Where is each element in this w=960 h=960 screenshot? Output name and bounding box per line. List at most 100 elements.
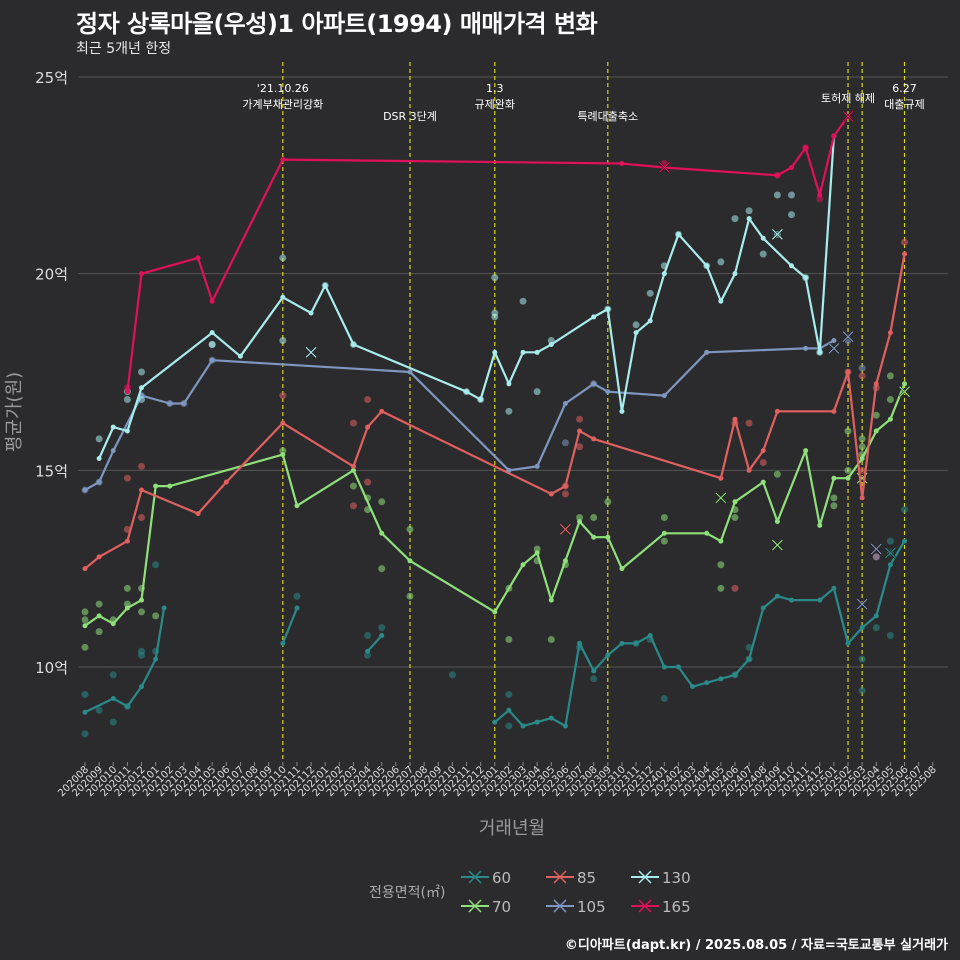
- legend-key-cross: [553, 870, 567, 884]
- line-point: [209, 357, 215, 363]
- line-point: [294, 605, 300, 611]
- line-point: [873, 613, 879, 619]
- line-point: [562, 483, 568, 489]
- line-point: [82, 566, 88, 572]
- line-point: [492, 349, 498, 355]
- y-tick-label: 15억: [35, 462, 68, 480]
- data-point: [717, 584, 725, 592]
- line-point: [577, 640, 583, 646]
- y-tick-label: 10억: [35, 659, 68, 677]
- line-point: [379, 633, 385, 639]
- data-point: [576, 514, 584, 522]
- event-label: '21.10.26: [257, 82, 309, 95]
- line-point: [902, 538, 908, 544]
- line-point: [322, 282, 328, 288]
- legend-label: 130: [662, 869, 691, 887]
- cross-marker: [771, 539, 783, 551]
- line-point: [139, 487, 145, 493]
- data-point: [576, 443, 584, 451]
- line-point: [633, 330, 639, 336]
- data-point: [731, 584, 739, 592]
- data-point: [279, 254, 287, 262]
- line-point: [534, 463, 540, 469]
- cross-marker: [842, 110, 854, 122]
- data-point: [378, 498, 386, 506]
- legend-label: 165: [662, 898, 691, 916]
- data-point: [505, 407, 513, 415]
- line-point: [675, 231, 681, 237]
- line-point: [520, 349, 526, 355]
- data-point: [448, 671, 456, 679]
- line-point: [661, 393, 667, 399]
- line-point: [619, 566, 625, 572]
- data-point: [81, 616, 89, 624]
- line-point: [760, 235, 766, 241]
- event-label: 1.3: [486, 82, 504, 95]
- line-point: [732, 271, 738, 277]
- line-point: [562, 400, 568, 406]
- data-point: [858, 443, 866, 451]
- data-point: [830, 502, 838, 510]
- data-point: [646, 289, 654, 297]
- line-point: [110, 695, 116, 701]
- series-60: [81, 506, 909, 738]
- data-point: [731, 215, 739, 223]
- data-point: [123, 396, 131, 404]
- data-point: [138, 396, 146, 404]
- line-point: [562, 558, 568, 564]
- series-line: [494, 540, 906, 728]
- line-point: [605, 306, 611, 312]
- data-point: [773, 470, 781, 478]
- series-line: [84, 607, 166, 714]
- line-point: [760, 448, 766, 454]
- line-point: [82, 487, 88, 493]
- line-point: [619, 408, 625, 414]
- line-point: [534, 349, 540, 355]
- line-point: [887, 330, 893, 336]
- line-point: [350, 463, 356, 469]
- line-point: [520, 562, 526, 568]
- legend-key-cross: [553, 899, 567, 913]
- event-label: 6.27: [892, 82, 917, 95]
- line-point: [661, 271, 667, 277]
- data-point: [293, 592, 301, 600]
- data-point: [491, 309, 499, 317]
- line-point: [633, 640, 639, 646]
- line-point: [153, 483, 159, 489]
- series-85: [82, 238, 909, 592]
- data-point: [505, 691, 513, 699]
- legend-key-cross: [468, 870, 482, 884]
- cross-marker: [870, 543, 882, 555]
- line-point: [831, 408, 837, 414]
- data-point: [886, 372, 894, 380]
- data-point: [109, 718, 117, 726]
- event-label: 가계부채관리강화: [242, 98, 323, 111]
- line-point: [732, 416, 738, 422]
- data-point: [717, 561, 725, 569]
- line-point: [478, 397, 484, 403]
- data-point: [844, 427, 852, 435]
- line-point: [82, 623, 88, 629]
- line-point: [591, 534, 597, 540]
- event-label: 규제완화: [475, 98, 515, 111]
- line-point: [718, 475, 724, 481]
- line-point: [124, 428, 130, 434]
- line-point: [803, 345, 809, 351]
- data-point: [745, 207, 753, 215]
- line-point: [746, 216, 752, 222]
- line-point: [803, 275, 809, 281]
- data-point: [378, 565, 386, 573]
- line-point: [718, 676, 724, 682]
- data-point: [123, 474, 131, 482]
- line-point: [365, 648, 371, 654]
- data-point: [858, 655, 866, 663]
- data-point: [279, 337, 287, 345]
- line-point: [520, 723, 526, 729]
- line-point: [195, 255, 201, 261]
- data-point: [378, 624, 386, 632]
- line-point: [619, 161, 625, 167]
- line-point: [774, 172, 780, 178]
- line-point: [873, 381, 879, 387]
- line-point: [280, 640, 286, 646]
- data-point: [505, 722, 513, 730]
